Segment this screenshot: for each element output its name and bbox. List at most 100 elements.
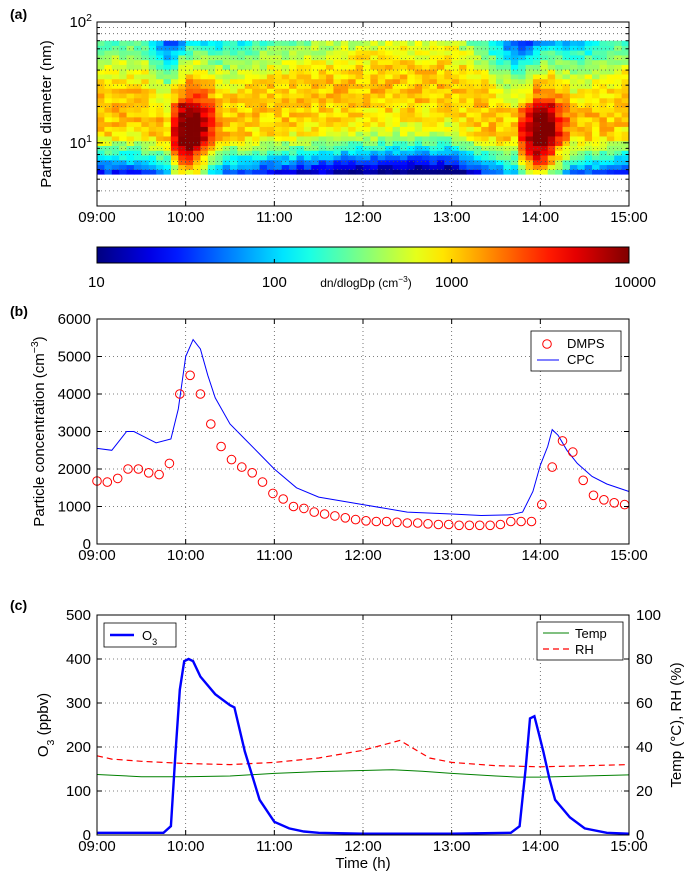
dmps-point: [309, 507, 320, 517]
heatmap-cell: [207, 97, 216, 104]
heatmap-cell: [540, 136, 549, 142]
heatmap-cell: [215, 140, 224, 146]
heatmap-cell: [303, 155, 312, 161]
heatmap-cell: [547, 88, 556, 94]
dmps-point: [526, 516, 537, 527]
heatmap-cell: [333, 102, 342, 108]
heatmap-cell: [496, 169, 504, 175]
heatmap-cell: [377, 40, 386, 46]
heatmap-cell: [104, 112, 113, 118]
heatmap-cell: [289, 88, 297, 94]
heatmap-cell: [621, 112, 630, 118]
heatmap-cell: [525, 150, 534, 156]
heatmap-cell: [237, 50, 246, 56]
heatmap-cell: [311, 116, 320, 123]
panel-b-xtick-label: 11:00: [256, 547, 292, 564]
heatmap-cell: [259, 50, 268, 56]
heatmap-cell: [178, 59, 187, 65]
heatmap-cell: [510, 59, 519, 65]
heatmap-cell: [141, 126, 150, 132]
heatmap-cell: [444, 131, 453, 137]
heatmap-cell: [340, 112, 349, 118]
heatmap-cell: [377, 155, 386, 161]
heatmap-cell: [503, 112, 512, 118]
heatmap-cell: [503, 93, 512, 99]
heatmap-cell: [422, 102, 430, 108]
heatmap-cell: [266, 121, 275, 127]
heatmap-cell: [119, 112, 127, 118]
heatmap-cell: [555, 69, 563, 75]
heatmap-cell: [170, 121, 179, 127]
heatmap-cell: [311, 50, 320, 56]
heatmap-cell: [200, 40, 209, 46]
heatmap-cell: [540, 102, 549, 108]
heatmap-cell: [451, 78, 460, 85]
heatmap-cell: [252, 107, 260, 113]
heatmap-cell: [592, 140, 600, 146]
heatmap-cell: [252, 97, 260, 104]
heatmap-cell: [340, 116, 349, 123]
heatmap-cell: [193, 131, 201, 137]
heatmap-cell: [599, 40, 608, 46]
heatmap-cell: [510, 97, 519, 104]
heatmap-cell: [163, 74, 172, 80]
heatmap-cell: [377, 59, 386, 65]
heatmap-cell: [170, 88, 179, 94]
heatmap-cell: [163, 140, 172, 146]
heatmap-cell: [436, 107, 445, 113]
heatmap-cell: [414, 140, 423, 146]
heatmap-cell: [540, 150, 549, 156]
panel-c-ytick-right-label: 60: [636, 695, 653, 712]
heatmap-cell: [532, 88, 541, 94]
heatmap-cell: [621, 69, 630, 75]
heatmap-cell: [252, 59, 260, 65]
heatmap-cell: [473, 159, 482, 166]
heatmap-cell: [193, 59, 201, 65]
heatmap-cell: [466, 140, 475, 146]
heatmap-cell: [592, 64, 600, 70]
heatmap-cell: [481, 126, 490, 132]
heatmap-cell: [503, 59, 512, 65]
heatmap-cell: [326, 55, 334, 61]
heatmap-cell: [185, 59, 194, 65]
heatmap-cell: [244, 97, 253, 104]
heatmap-cell: [259, 140, 268, 146]
heatmap-cell: [525, 164, 534, 170]
heatmap-cell: [259, 164, 268, 170]
heatmap-cell: [289, 136, 297, 142]
heatmap-cell: [133, 136, 142, 142]
dmps-point: [361, 516, 371, 526]
heatmap-cell: [170, 107, 179, 113]
heatmap-cell: [185, 159, 194, 166]
heatmap-cell: [97, 136, 105, 142]
heatmap-cell: [540, 169, 549, 175]
heatmap-cell: [488, 59, 497, 65]
heatmap-cell: [178, 136, 187, 142]
heatmap-cell: [414, 45, 423, 51]
heatmap-cell: [562, 50, 571, 56]
heatmap-cell: [141, 93, 150, 99]
heatmap-cell: [532, 93, 541, 99]
heatmap-cell: [414, 59, 423, 65]
heatmap-cell: [193, 93, 201, 99]
heatmap-cell: [481, 97, 490, 104]
heatmap-cell: [303, 88, 312, 94]
dmps-point: [474, 520, 485, 531]
heatmap-cell: [503, 78, 512, 85]
heatmap-cell: [222, 40, 231, 46]
heatmap-cell: [532, 136, 541, 142]
heatmap-cell: [518, 140, 526, 146]
heatmap-cell: [303, 45, 312, 51]
heatmap-cell: [141, 69, 150, 75]
heatmap-cell: [193, 155, 201, 161]
heatmap-cell: [348, 97, 357, 104]
heatmap-cell: [200, 112, 209, 118]
heatmap-cell: [422, 74, 430, 80]
heatmap-cell: [569, 59, 578, 65]
heatmap-cell: [510, 74, 519, 80]
heatmap-cell: [503, 64, 512, 70]
heatmap-cell: [540, 159, 549, 166]
heatmap-cell: [156, 40, 164, 46]
heatmap-cell: [311, 102, 320, 108]
heatmap-cell: [237, 74, 246, 80]
